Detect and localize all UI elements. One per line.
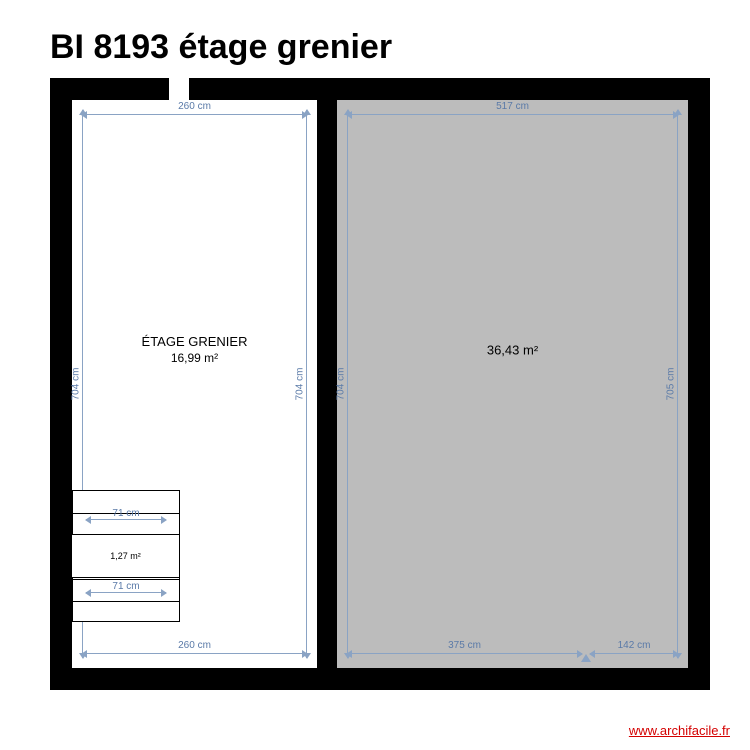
dim-label: 260 cm <box>176 640 213 651</box>
dim-label: 142 cm <box>616 640 653 651</box>
dim-right-bottom-left: 375 cm <box>347 653 582 654</box>
small-room: 71 cm 1,27 m² 71 cm <box>72 534 180 578</box>
small-room-area: 1,27 m² <box>110 551 141 561</box>
stair-step <box>73 579 179 580</box>
dim-left-bottom: 260 cm <box>82 653 307 654</box>
dim-right-right: 705 cm <box>677 110 678 658</box>
dim-left-right: 704 cm <box>306 110 307 658</box>
dim-left-top: 260 cm <box>82 114 307 115</box>
left-room-area: 16,99 m² <box>142 351 248 367</box>
wall-opening <box>168 78 190 100</box>
dim-label: 705 cm <box>666 366 677 403</box>
left-room-label: ÉTAGE GRENIER 16,99 m² <box>142 334 248 366</box>
divider-arrow-icon <box>581 654 591 662</box>
stair-step <box>73 513 179 514</box>
dim-label: 704 cm <box>295 366 306 403</box>
floorplan: 260 cm 260 cm 704 cm 704 cm ÉTAGE GRENIE… <box>50 78 710 690</box>
right-room-area: 36,43 m² <box>487 342 538 357</box>
stair-step <box>73 601 179 602</box>
dim-right-top: 517 cm <box>347 114 678 115</box>
left-room-name: ÉTAGE GRENIER <box>142 334 248 351</box>
left-room: 260 cm 260 cm 704 cm 704 cm ÉTAGE GRENIE… <box>72 100 317 668</box>
dim-right-bottom-right: 142 cm <box>590 653 678 654</box>
dim-label: 517 cm <box>494 101 531 112</box>
dim-label: 704 cm <box>336 366 347 403</box>
dim-label: 704 cm <box>71 366 82 403</box>
page-title: BI 8193 étage grenier <box>50 28 392 67</box>
credit-link[interactable]: www.archifacile.fr <box>629 723 730 738</box>
right-room: 517 cm 704 cm 705 cm 375 cm 142 cm 36,43… <box>337 100 688 668</box>
dim-right-left: 704 cm <box>347 110 348 658</box>
dim-label: 260 cm <box>176 101 213 112</box>
dim-label: 375 cm <box>446 640 483 651</box>
